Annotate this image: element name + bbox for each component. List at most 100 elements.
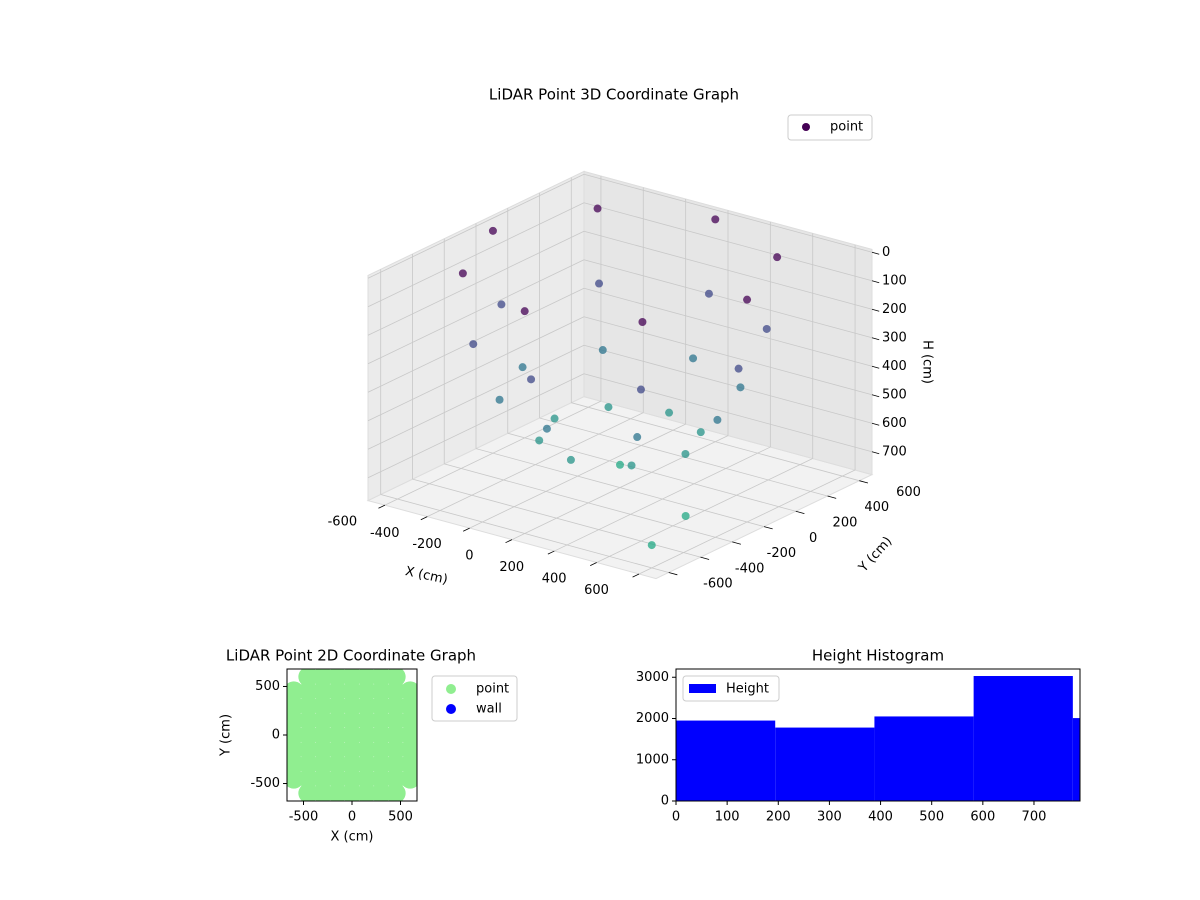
point-marker bbox=[495, 395, 504, 404]
x-tick-label: -400 bbox=[370, 526, 400, 541]
point-marker bbox=[385, 754, 406, 775]
point-marker bbox=[469, 340, 478, 349]
legend-label: wall bbox=[476, 702, 502, 717]
legend-marker bbox=[689, 684, 716, 693]
point-marker bbox=[385, 695, 406, 716]
point-marker bbox=[371, 669, 392, 687]
bar bbox=[973, 676, 1073, 801]
x-axis-label: X (cm) bbox=[331, 830, 374, 845]
tick-mark bbox=[827, 495, 837, 499]
tick-mark bbox=[871, 365, 880, 369]
point-marker bbox=[497, 300, 506, 309]
z-tick-label: 600 bbox=[882, 416, 907, 431]
y-axis-label: Y (cm) bbox=[855, 534, 895, 576]
y-tick-label: 0 bbox=[809, 531, 817, 546]
x-tick-label: 200 bbox=[499, 560, 524, 575]
point-marker bbox=[342, 739, 362, 760]
grid-line bbox=[583, 287, 873, 367]
x-tick-label: 0 bbox=[672, 810, 680, 825]
bar bbox=[874, 716, 974, 801]
z-tick-label: 700 bbox=[882, 444, 907, 459]
point-marker bbox=[518, 363, 527, 372]
grid-line bbox=[367, 259, 585, 365]
grid-line bbox=[475, 448, 765, 527]
point-marker bbox=[736, 383, 745, 392]
point-marker bbox=[773, 253, 782, 262]
z-axis-label: H (cm) bbox=[920, 340, 935, 384]
grid-line bbox=[367, 344, 585, 450]
tick-mark bbox=[668, 572, 678, 576]
point-marker bbox=[327, 783, 348, 801]
point-marker bbox=[356, 669, 377, 687]
point-marker bbox=[342, 695, 362, 716]
tick-mark bbox=[590, 562, 597, 567]
points bbox=[287, 669, 417, 801]
bar bbox=[775, 727, 875, 801]
tick-mark bbox=[871, 394, 880, 398]
point-marker bbox=[604, 403, 613, 412]
point-marker bbox=[616, 460, 624, 469]
point-marker bbox=[298, 695, 319, 716]
point-marker bbox=[327, 725, 348, 745]
point-marker bbox=[312, 739, 333, 760]
tick-mark bbox=[871, 422, 880, 426]
legend-marker bbox=[446, 684, 456, 694]
point-marker bbox=[665, 408, 674, 417]
bar bbox=[1072, 718, 1080, 801]
tick-mark bbox=[420, 516, 428, 521]
point-marker bbox=[312, 695, 333, 716]
point-marker bbox=[595, 279, 604, 288]
point-marker bbox=[681, 512, 690, 521]
point-marker bbox=[371, 725, 392, 745]
tick-mark bbox=[378, 504, 386, 509]
grid-line bbox=[367, 173, 585, 279]
point-marker bbox=[636, 385, 645, 394]
z-tick-label: 300 bbox=[882, 330, 907, 345]
point-marker bbox=[327, 681, 348, 702]
tick-mark bbox=[505, 539, 513, 544]
point-marker bbox=[342, 669, 362, 687]
y-tick-label: 2000 bbox=[636, 711, 669, 726]
y-tick-label: -200 bbox=[767, 546, 797, 561]
legend-label: point bbox=[476, 682, 509, 697]
point-marker bbox=[327, 754, 348, 775]
plot-2d: -500 0 500 -500 0 500 X (cm) Y (cm) LiDAR Point … bbox=[219, 647, 518, 845]
point-marker bbox=[312, 681, 333, 702]
tick-mark bbox=[795, 510, 805, 515]
point-marker bbox=[385, 681, 406, 702]
x-tick-label: 400 bbox=[542, 572, 567, 587]
point-marker bbox=[312, 754, 333, 775]
z-tick-label: 500 bbox=[882, 387, 907, 402]
point-marker bbox=[385, 768, 406, 789]
point-marker bbox=[371, 681, 392, 702]
x-tick-label: 0 bbox=[465, 549, 473, 564]
x-tick-label: -500 bbox=[289, 810, 319, 825]
point-marker bbox=[327, 695, 348, 716]
point-marker bbox=[298, 754, 319, 775]
point-marker bbox=[713, 415, 722, 424]
point-marker bbox=[385, 783, 406, 801]
point-marker bbox=[312, 725, 333, 745]
point-marker bbox=[356, 725, 377, 745]
y-tick-label: 1000 bbox=[636, 752, 669, 767]
x-tick-label: 300 bbox=[817, 810, 842, 825]
point-marker bbox=[385, 739, 406, 760]
y-tick-label: 500 bbox=[255, 679, 280, 694]
grid-line bbox=[367, 316, 585, 422]
y-tick-label: -500 bbox=[250, 776, 280, 791]
point-marker bbox=[762, 324, 771, 333]
point-marker bbox=[312, 710, 333, 731]
point-marker bbox=[696, 428, 705, 437]
point-marker bbox=[298, 669, 319, 687]
x-tick-label: 700 bbox=[1022, 810, 1047, 825]
x-tick-label: 600 bbox=[584, 583, 609, 598]
chart-title: Height Histogram bbox=[812, 647, 944, 665]
point-marker bbox=[743, 295, 752, 304]
point-marker bbox=[681, 449, 690, 458]
tick-mark bbox=[700, 556, 710, 560]
y-tick-label: 0 bbox=[272, 728, 280, 743]
point-marker bbox=[356, 695, 377, 716]
legend-box bbox=[682, 675, 780, 702]
y-tick-label: -400 bbox=[735, 561, 765, 576]
